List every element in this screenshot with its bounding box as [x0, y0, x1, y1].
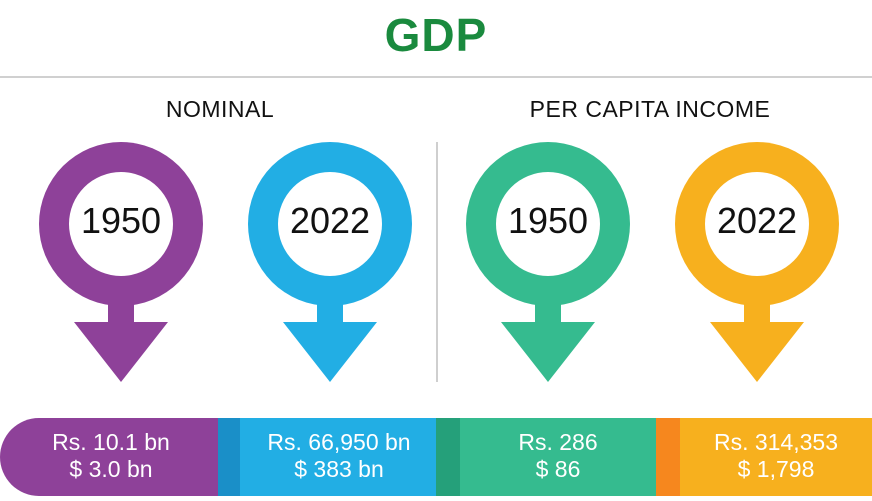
value-usd: $ 3.0 bn: [69, 456, 153, 482]
section-divider: [436, 142, 438, 382]
value-usd: $ 383 bn: [294, 456, 384, 482]
marker-year: 1950: [80, 200, 162, 241]
marker-year: 2022: [716, 200, 798, 241]
pin-arrow-icon: [675, 142, 839, 382]
pin-arrow-icon: [248, 142, 412, 382]
page-title: GDP: [384, 9, 488, 61]
value-rs: Rs. 286: [518, 429, 598, 455]
bar-joint: [656, 418, 680, 496]
bar-joint: [436, 418, 460, 496]
bar-joint: [218, 418, 240, 496]
marker-nominal-2022: 2022: [245, 142, 415, 387]
value-rs: Rs. 314,353: [713, 429, 839, 455]
value-nominal-1950: Rs. 10.1 bn $ 3.0 bn: [0, 418, 222, 496]
marker-per-capita-2022: 2022: [672, 142, 842, 387]
value-per-capita-1950: Rs. 286 $ 86: [460, 418, 656, 496]
value-bar: Rs. 10.1 bn $ 3.0 bn Rs. 66,950 bn $ 383…: [0, 418, 872, 496]
marker-nominal-1950: 1950: [36, 142, 206, 387]
marker-year: 1950: [507, 200, 589, 241]
nominal-label: NOMINAL: [165, 96, 275, 122]
value-usd: $ 86: [535, 456, 581, 482]
pin-arrow-icon: [466, 142, 630, 382]
value-per-capita-2022: Rs. 314,353 $ 1,798: [680, 418, 872, 496]
per-capita-label: PER CAPITA INCOME: [529, 96, 771, 122]
marker-year: 2022: [289, 200, 371, 241]
value-rs: Rs. 10.1 bn: [52, 429, 170, 455]
pin-arrow-icon: [39, 142, 203, 382]
marker-per-capita-1950: 1950: [463, 142, 633, 387]
title-divider: [0, 76, 872, 78]
value-nominal-2022: Rs. 66,950 bn $ 383 bn: [240, 418, 438, 496]
value-rs: Rs. 66,950 bn: [267, 429, 411, 455]
value-usd: $ 1,798: [737, 456, 815, 482]
